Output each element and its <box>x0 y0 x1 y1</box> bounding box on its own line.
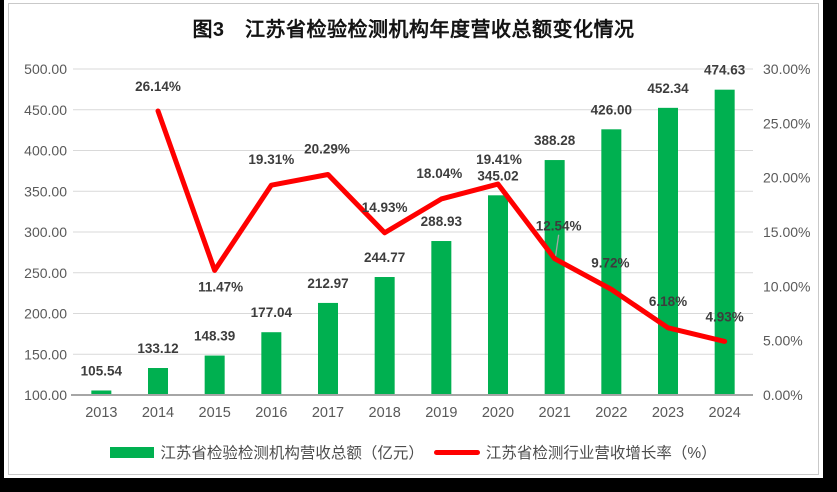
line-value-label-2024: 4.93% <box>706 309 744 324</box>
left-axis-tick-label: 300.00 <box>24 224 67 240</box>
bar-value-label-2015: 148.39 <box>194 329 235 344</box>
legend-item-growth: 江苏省检测行业营收增长率（%） <box>433 441 717 463</box>
x-axis-label-2015: 2015 <box>199 405 231 421</box>
line-value-label-2014: 26.14% <box>135 79 181 94</box>
line-value-label-2015: 11.47% <box>198 279 243 294</box>
right-axis-tick-label: 10.00% <box>763 278 810 294</box>
right-axis-tick-label: 30.00% <box>763 61 810 77</box>
bar-value-label-2022: 426.00 <box>591 102 632 117</box>
revenue-bar-2016 <box>261 332 282 395</box>
x-axis-label-2017: 2017 <box>312 405 344 421</box>
right-axis-tick-label: 25.00% <box>763 115 810 131</box>
bar-value-label-2019: 288.93 <box>421 214 463 229</box>
revenue-bar-2017 <box>318 302 338 395</box>
revenue-bar-2022 <box>601 129 622 395</box>
revenue-bar-2021 <box>544 160 565 395</box>
x-axis-label-2021: 2021 <box>539 405 571 421</box>
revenue-bar-2019 <box>431 241 452 395</box>
bar-value-label-2023: 452.34 <box>647 81 689 96</box>
revenue-bar-2018 <box>374 277 395 395</box>
line-value-label-2019: 18.04% <box>416 166 462 181</box>
legend: 江苏省检验检测机构营收总额（亿元） 江苏省检测行业营收增长率（%） <box>4 441 823 463</box>
revenue-bar-2013 <box>91 390 112 395</box>
line-value-label-2016: 19.31% <box>248 152 294 167</box>
x-axis-label-2013: 2013 <box>85 405 117 421</box>
x-axis-label-2022: 2022 <box>595 405 627 421</box>
line-value-label-2020: 19.41% <box>476 152 522 167</box>
legend-label-growth: 江苏省检测行业营收增长率（%） <box>485 445 717 462</box>
x-axis-label-2024: 2024 <box>709 405 741 421</box>
legend-item-revenue: 江苏省检验检测机构营收总额（亿元） <box>110 441 424 463</box>
bar-series-swatch <box>110 446 155 458</box>
left-axis-tick-label: 500.00 <box>24 61 67 77</box>
right-axis-tick-label: 0.00% <box>763 387 803 403</box>
revenue-bar-2014 <box>148 368 168 395</box>
bar-value-label-2020: 345.02 <box>477 168 518 183</box>
line-value-label-2021: 12.54% <box>536 219 582 234</box>
revenue-bar-2020 <box>488 195 508 395</box>
right-axis-tick-label: 15.00% <box>763 224 810 240</box>
right-axis-tick-label: 5.00% <box>763 333 803 349</box>
line-value-label-2023: 6.18% <box>649 294 687 309</box>
left-axis-tick-label: 150.00 <box>24 346 67 362</box>
left-axis-tick-label: 200.00 <box>24 306 67 322</box>
x-axis-label-2018: 2018 <box>369 405 401 421</box>
right-axis-tick-label: 20.00% <box>763 170 810 186</box>
legend-label-revenue: 江苏省检验检测机构营收总额（亿元） <box>160 445 424 462</box>
x-axis-label-2014: 2014 <box>142 405 174 421</box>
bar-value-label-2013: 105.54 <box>81 363 123 378</box>
bar-value-label-2017: 212.97 <box>307 276 348 291</box>
x-axis-label-2019: 2019 <box>425 405 457 421</box>
chart-canvas: 图3 江苏省检验检测机构年度营收总额变化情况 江苏省检验检测机构营收总额（亿元）… <box>4 0 823 478</box>
line-value-label-2022: 9.72% <box>591 255 629 270</box>
growth-line <box>155 108 728 344</box>
left-axis-tick-label: 350.00 <box>24 183 67 199</box>
label-leader-line <box>555 234 560 256</box>
left-axis-tick-label: 250.00 <box>24 265 67 281</box>
x-axis-label-2023: 2023 <box>652 405 684 421</box>
left-axis-tick-label: 400.00 <box>24 143 67 159</box>
chart-title: 图3 江苏省检验检测机构年度营收总额变化情况 <box>192 19 635 41</box>
line-series-swatch <box>433 449 480 455</box>
bar-value-label-2014: 133.12 <box>137 341 178 356</box>
revenue-bar-2023 <box>658 107 678 396</box>
bar-value-label-2021: 388.28 <box>534 133 576 148</box>
bar-value-label-2024: 474.63 <box>704 63 746 78</box>
revenue-bar-2024 <box>714 89 735 396</box>
x-axis-label-2016: 2016 <box>255 405 287 421</box>
left-axis-tick-label: 450.00 <box>24 102 67 118</box>
bar-value-label-2016: 177.04 <box>251 305 293 320</box>
line-value-label-2018: 14.93% <box>362 200 408 215</box>
revenue-bar-2015 <box>204 355 225 395</box>
x-axis-label-2020: 2020 <box>482 405 514 421</box>
bar-value-label-2018: 244.77 <box>364 250 405 265</box>
left-axis-tick-label: 100.00 <box>24 387 67 403</box>
line-value-label-2017: 20.29% <box>304 142 350 157</box>
